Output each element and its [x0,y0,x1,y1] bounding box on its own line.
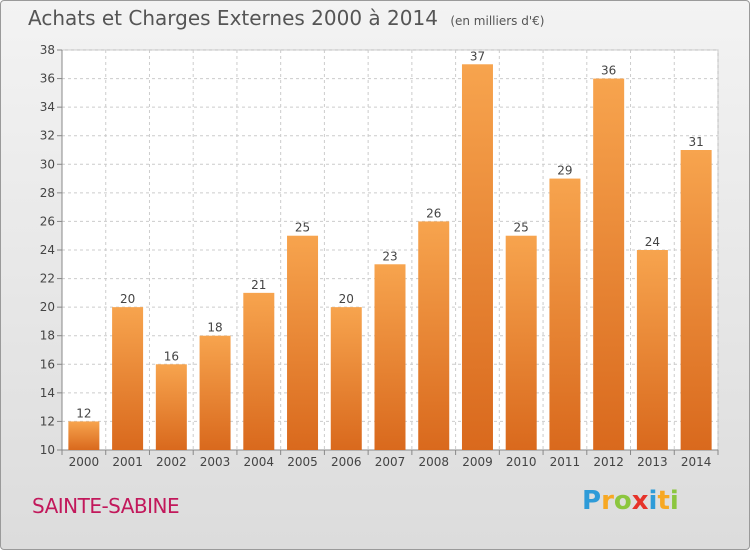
x-tick-label-2009: 2009 [462,455,493,469]
bar-2000 [68,421,100,450]
value-label-2004: 21 [251,278,266,292]
logo-letter: o [613,486,632,516]
bar-2014 [680,150,712,450]
bar-2013 [636,250,668,450]
y-tick-label: 28 [40,186,55,200]
x-tick-label-2007: 2007 [375,455,406,469]
x-tick-label-2001: 2001 [112,455,143,469]
logo-letter: t [657,486,670,516]
x-tick-label-2005: 2005 [287,455,318,469]
value-label-2014: 31 [688,135,703,149]
bars [68,64,712,451]
y-tick-label: 24 [40,243,55,257]
bar-2009 [461,64,493,451]
x-tick-label-2014: 2014 [681,455,712,469]
value-label-2006: 20 [339,292,354,306]
bar-2006 [330,307,362,450]
bar-2004 [243,292,275,450]
value-label-2000: 12 [76,406,91,420]
bar-2001 [112,307,144,450]
commune-name: SAINTE-SABINE [32,494,180,518]
title-unit: (en milliers d'€) [450,14,545,28]
bar-2008 [418,221,450,450]
x-tick-label-2010: 2010 [506,455,537,469]
value-label-2002: 16 [164,349,179,363]
title-text: Achats et Charges Externes 2000 à 2014 [28,6,438,30]
logo-letter: P [582,486,602,516]
value-label-2012: 36 [601,64,616,78]
value-label-2013: 24 [645,235,660,249]
logo-letter: i [669,486,679,516]
bar-2007 [374,264,406,450]
x-tick-label-2002: 2002 [156,455,187,469]
value-label-2005: 25 [295,221,310,235]
value-label-2008: 26 [426,206,441,220]
x-tick-label-2011: 2011 [550,455,581,469]
logo-letter: i [648,486,658,516]
y-tick-label: 22 [40,272,55,286]
logo-letter: r [601,486,614,516]
proxiti-logo: Proxiti [582,486,679,516]
bar-2010 [505,235,537,450]
value-label-2001: 20 [120,292,135,306]
bar-2011 [549,178,581,451]
value-label-2009: 37 [470,49,485,63]
y-tick-label: 20 [40,300,55,314]
value-label-2003: 18 [207,321,222,335]
y-tick-label: 26 [40,214,55,228]
x-tick-label-2003: 2003 [200,455,231,469]
y-tick-label: 32 [40,129,55,143]
y-tick-label: 30 [40,157,55,171]
bar-2003 [199,335,231,450]
y-tick-label: 34 [40,100,55,114]
bar-2002 [155,364,187,450]
value-label-2010: 25 [514,221,529,235]
y-tick-label: 10 [40,443,55,457]
x-tick-label-2008: 2008 [418,455,449,469]
x-tick-label-2004: 2004 [244,455,275,469]
y-tick-label: 16 [40,357,55,371]
bar-2005 [287,235,319,450]
logo-letter: x [631,486,649,516]
x-tick-label-2006: 2006 [331,455,362,469]
bar-2012 [593,78,625,451]
x-tick-label-2000: 2000 [69,455,100,469]
data-labels: 12 2000 20 2001 16 2002 18 2003 21 2004 25 2005 20 20… [69,49,712,469]
x-tick-label-2012: 2012 [593,455,624,469]
chart-title: Achats et Charges Externes 2000 à 2014 (… [28,6,544,30]
value-label-2011: 29 [557,164,572,178]
value-label-2007: 23 [382,249,397,263]
y-tick-label: 38 [40,43,55,57]
y-tick-label: 36 [40,72,55,86]
y-tick-label: 12 [40,414,55,428]
y-tick-label: 14 [40,386,55,400]
x-tick-label-2013: 2013 [637,455,668,469]
y-tick-label: 18 [40,329,55,343]
